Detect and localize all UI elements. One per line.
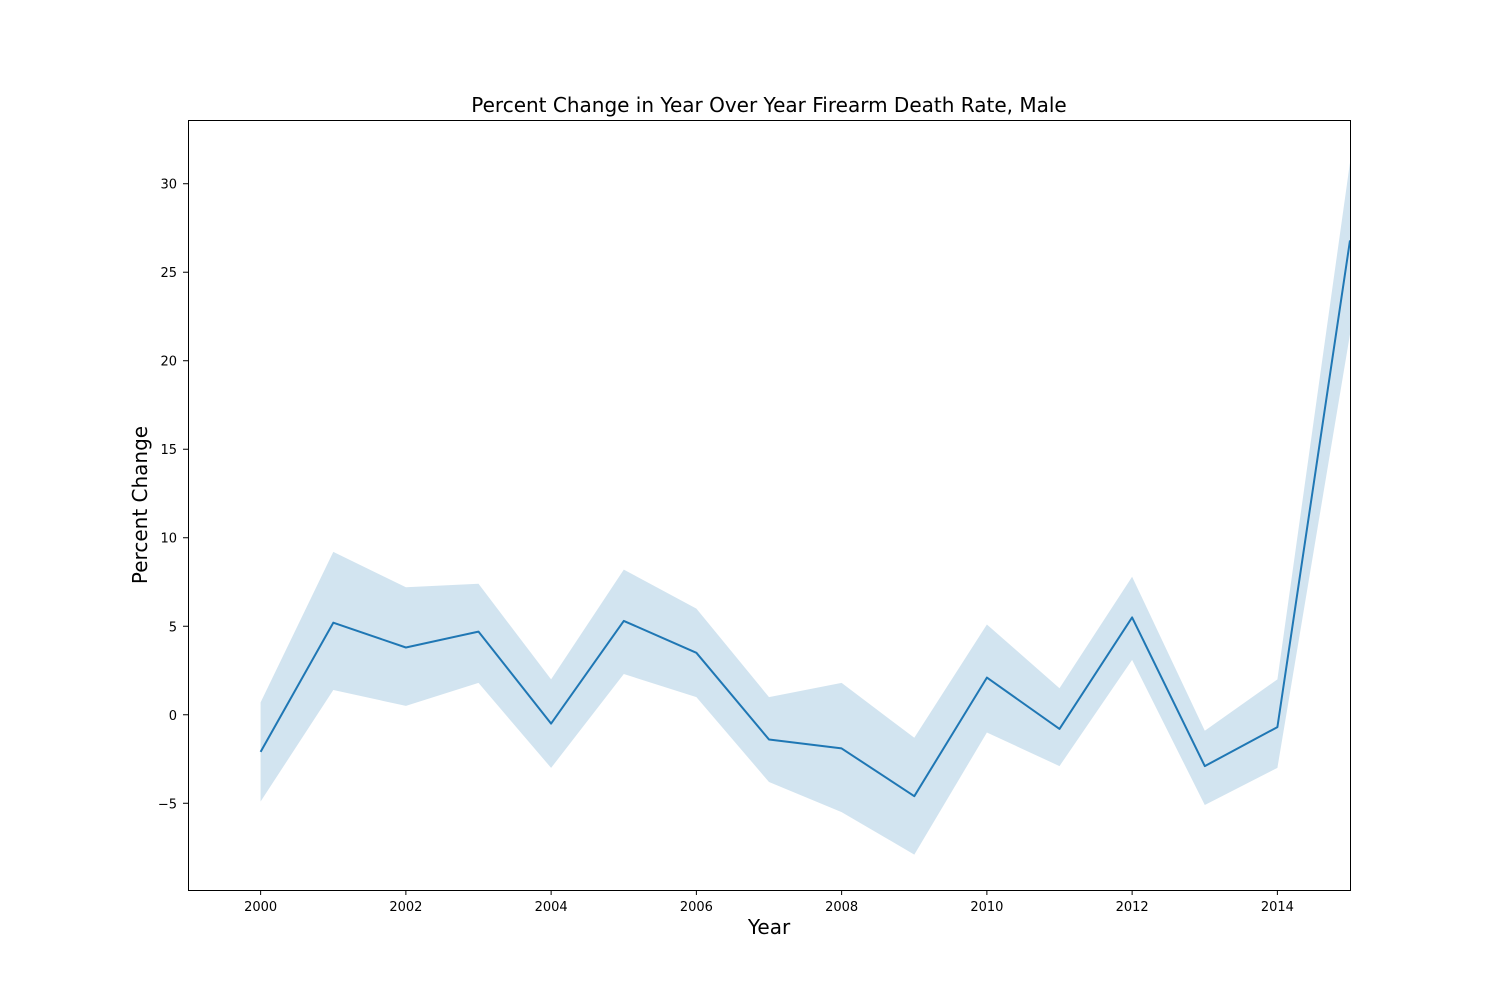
confidence-band	[260, 162, 1350, 855]
y-tick-label: 25	[160, 266, 177, 281]
y-tick-label: 20	[160, 355, 177, 370]
x-tick-label: 2004	[535, 900, 568, 915]
y-axis-label: Percent Change	[128, 426, 152, 584]
x-tick-label: 2006	[680, 900, 713, 915]
chart-title: Percent Change in Year Over Year Firearm…	[471, 93, 1066, 117]
y-tick-label: 10	[160, 532, 177, 547]
x-tick-label: 2008	[825, 900, 858, 915]
plot-frame	[188, 120, 1351, 891]
y-tick-label: −5	[158, 797, 177, 812]
x-axis: 2000 2002 2004 2006 2008 2010 2012 2014	[244, 890, 1294, 915]
x-axis-label: Year	[747, 915, 791, 939]
x-tick-label: 2012	[1116, 900, 1149, 915]
y-tick-label: 5	[169, 620, 177, 635]
y-axis: −5 0 5 10 15 20 25 30	[158, 178, 188, 812]
x-tick-label: 2000	[244, 900, 277, 915]
y-tick-label: 30	[160, 178, 177, 193]
y-tick-label: 15	[160, 443, 177, 458]
x-tick-label: 2010	[970, 900, 1003, 915]
x-tick-label: 2002	[389, 900, 422, 915]
x-tick-label: 2014	[1261, 900, 1294, 915]
y-tick-label: 0	[169, 709, 177, 724]
plot-area	[259, 162, 1350, 855]
series-line	[259, 240, 1350, 798]
